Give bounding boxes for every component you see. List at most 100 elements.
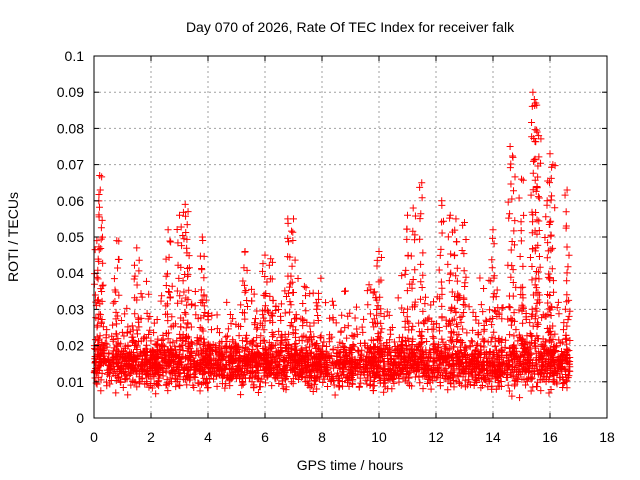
data-point-marker <box>488 363 496 371</box>
data-point-marker <box>131 379 139 387</box>
data-point-marker <box>480 337 488 345</box>
data-point-marker <box>370 315 378 323</box>
data-point-marker <box>179 208 187 216</box>
x-tick-label: 2 <box>147 429 155 445</box>
data-point-marker <box>453 362 461 370</box>
data-point-marker <box>281 309 289 317</box>
data-point-marker <box>435 366 443 374</box>
data-point-marker <box>202 296 210 304</box>
data-point-marker <box>377 319 385 327</box>
data-point-marker <box>163 270 171 278</box>
data-point-marker <box>257 332 265 340</box>
data-point-marker <box>183 244 191 252</box>
data-point-marker <box>449 343 457 351</box>
data-point-marker <box>252 361 260 369</box>
data-point-marker <box>459 300 467 308</box>
data-point-marker <box>391 359 399 367</box>
data-point-marker <box>306 290 314 298</box>
data-point-marker <box>363 287 371 295</box>
data-point-marker <box>281 336 289 344</box>
data-point-marker <box>94 275 102 283</box>
data-point-marker <box>269 333 277 341</box>
data-point-marker <box>287 344 295 352</box>
data-point-marker <box>95 191 103 199</box>
data-point-marker <box>375 364 383 372</box>
data-point-marker <box>493 352 501 360</box>
data-point-marker <box>122 357 130 365</box>
data-point-marker <box>528 305 536 313</box>
data-point-marker <box>343 334 351 342</box>
data-point-marker <box>474 331 482 339</box>
data-point-marker <box>555 364 563 372</box>
data-point-marker <box>320 375 328 383</box>
data-point-marker <box>310 319 318 327</box>
data-point-marker <box>139 335 147 343</box>
data-point-marker <box>316 368 324 376</box>
data-point-marker <box>409 354 417 362</box>
data-point-marker <box>384 366 392 374</box>
data-point-marker <box>287 301 295 309</box>
data-point-marker <box>164 387 172 395</box>
data-point-marker <box>196 341 204 349</box>
data-point-marker <box>207 369 215 377</box>
data-point-marker <box>222 380 230 388</box>
data-point-marker <box>124 323 132 331</box>
data-point-marker <box>549 378 557 386</box>
data-point-marker <box>386 336 394 344</box>
data-point-marker <box>226 345 234 353</box>
data-point-marker <box>384 374 392 382</box>
data-point-marker <box>120 332 128 340</box>
data-point-marker <box>565 296 573 304</box>
data-point-marker <box>174 299 182 307</box>
data-point-marker <box>304 362 312 370</box>
data-point-marker <box>154 378 162 386</box>
data-point-marker <box>111 298 119 306</box>
data-point-marker <box>306 328 314 336</box>
data-point-marker <box>95 243 103 251</box>
data-point-marker <box>150 329 158 337</box>
data-point-marker <box>519 319 527 327</box>
data-point-marker <box>168 354 176 362</box>
data-point-marker <box>394 294 402 302</box>
data-point-marker <box>242 353 250 361</box>
data-point-marker <box>171 342 179 350</box>
data-point-marker <box>329 314 337 322</box>
data-point-marker <box>300 282 308 290</box>
data-point-marker <box>166 293 174 301</box>
data-point-marker <box>480 284 488 292</box>
data-point-marker <box>200 274 208 282</box>
data-point-marker <box>230 344 238 352</box>
data-point-marker <box>180 235 188 243</box>
data-point-marker <box>424 353 432 361</box>
data-point-marker <box>279 356 287 364</box>
data-point-marker <box>146 326 154 334</box>
data-point-marker <box>527 375 535 383</box>
data-point-marker <box>256 383 264 391</box>
y-tick-label: 0.09 <box>57 84 84 100</box>
data-point-marker <box>179 231 187 239</box>
data-point-marker <box>415 373 423 381</box>
data-point-marker <box>182 324 190 332</box>
data-point-marker <box>539 311 547 319</box>
data-point-marker <box>164 317 172 325</box>
data-point-marker <box>554 357 562 365</box>
data-point-marker <box>294 375 302 383</box>
data-point-marker <box>517 336 525 344</box>
data-point-marker <box>253 307 261 315</box>
data-point-marker <box>152 341 160 349</box>
data-point-marker <box>525 360 533 368</box>
data-point-marker <box>425 373 433 381</box>
data-point-marker <box>454 372 462 380</box>
data-point-marker <box>473 342 481 350</box>
data-point-marker <box>484 377 492 385</box>
data-point-marker <box>196 324 204 332</box>
data-point-marker <box>344 312 352 320</box>
data-point-marker <box>543 370 551 378</box>
data-point-marker <box>150 319 158 327</box>
data-point-marker <box>177 263 185 271</box>
data-point-marker <box>375 354 383 362</box>
data-point-marker <box>553 342 561 350</box>
data-point-marker <box>404 379 412 387</box>
data-point-marker <box>206 375 214 383</box>
data-point-marker <box>263 373 271 381</box>
